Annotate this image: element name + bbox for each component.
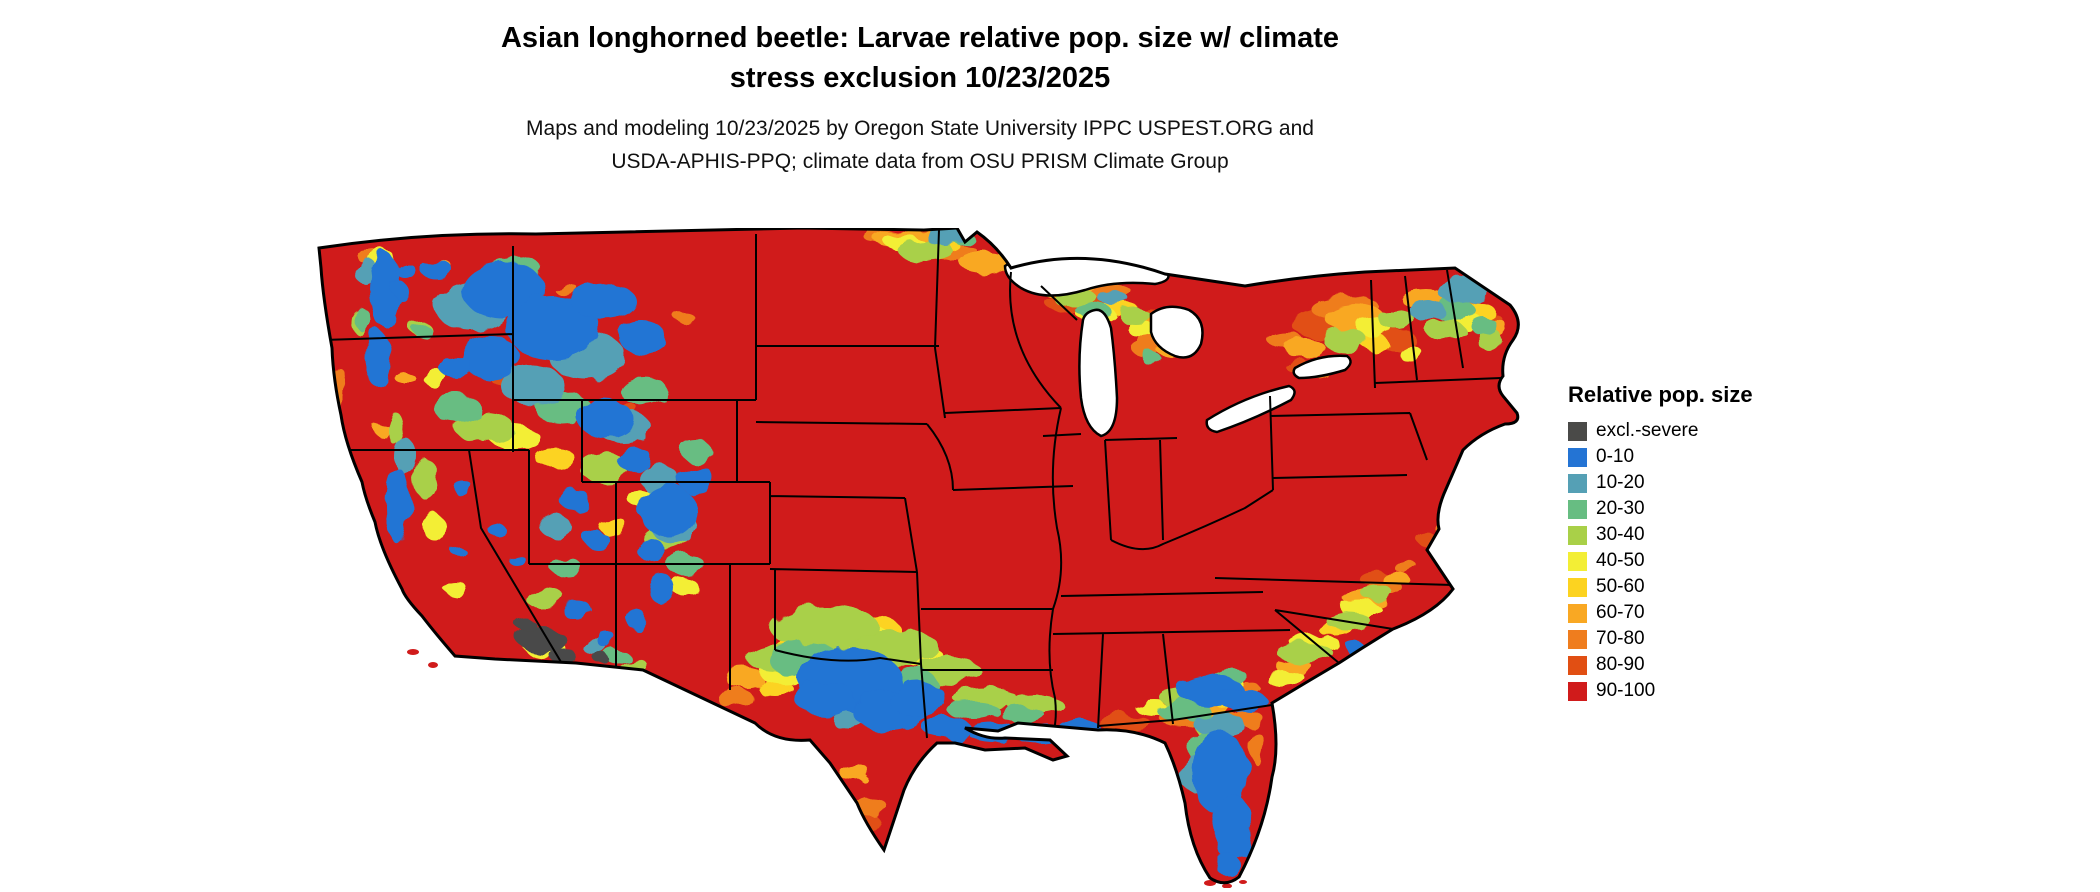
legend-item-label: 40-50	[1596, 550, 1645, 571]
map-title-line2: stress exclusion 10/23/2025	[729, 62, 1111, 94]
legend-swatch	[1568, 499, 1587, 519]
legend-title: Relative pop. size	[1568, 382, 1753, 407]
legend: Relative pop. size excl.-severe 0-10 10-…	[1568, 382, 1753, 704]
raster-layer-0-10	[364, 252, 1367, 876]
lake-huron	[1149, 305, 1204, 359]
legend-item: 20-30	[1568, 496, 1753, 522]
legend-swatch	[1568, 577, 1587, 597]
legend-swatch	[1568, 447, 1587, 467]
legend-item-label: excl.-severe	[1596, 420, 1699, 441]
legend-item-label: 60-70	[1596, 602, 1645, 623]
legend-item-label: 10-20	[1596, 472, 1645, 493]
map-subtitle: Maps and modeling 10/23/2025 by Oregon S…	[320, 112, 1520, 178]
legend-swatch	[1568, 655, 1587, 675]
legend-item: 70-80	[1568, 626, 1753, 652]
legend-item: 90-100	[1568, 678, 1753, 704]
map-title-line1: Asian longhorned beetle: Larvae relative…	[500, 22, 1340, 54]
offshore-islands	[407, 649, 1247, 889]
us-map	[317, 226, 1520, 889]
legend-item: 0-10	[1568, 444, 1753, 470]
legend-item-label: 50-60	[1596, 576, 1645, 597]
raster-layer-excl-severe	[517, 620, 609, 664]
legend-item-label: 20-30	[1596, 498, 1645, 519]
legend-swatch	[1568, 421, 1587, 441]
legend-item-label: 0-10	[1596, 446, 1635, 467]
legend-item-label: 80-90	[1596, 654, 1645, 675]
lake-erie	[1205, 384, 1296, 434]
legend-item: 80-90	[1568, 652, 1753, 678]
legend-swatch	[1568, 681, 1587, 701]
legend-swatch	[1568, 629, 1587, 649]
legend-item: 40-50	[1568, 548, 1753, 574]
map-subtitle-line2: USDA-APHIS-PPQ; climate data from OSU PR…	[611, 150, 1229, 173]
us-map-container	[305, 226, 1535, 889]
legend-item: 60-70	[1568, 600, 1753, 626]
legend-item: excl.-severe	[1568, 418, 1753, 444]
lake-michigan	[1078, 308, 1119, 438]
map-subtitle-line1: Maps and modeling 10/23/2025 by Oregon S…	[526, 117, 1314, 140]
lake-ontario	[1292, 354, 1352, 380]
legend-item: 10-20	[1568, 470, 1753, 496]
header: Asian longhorned beetle: Larvae relative…	[320, 18, 1520, 178]
legend-item: 50-60	[1568, 574, 1753, 600]
legend-item: 30-40	[1568, 522, 1753, 548]
legend-swatch	[1568, 551, 1587, 571]
legend-item-label: 30-40	[1596, 524, 1645, 545]
legend-item-label: 70-80	[1596, 628, 1645, 649]
legend-swatch	[1568, 525, 1587, 545]
legend-item-label: 90-100	[1596, 680, 1656, 701]
legend-swatch	[1568, 603, 1587, 623]
legend-swatch	[1568, 473, 1587, 493]
state-borders	[322, 229, 1502, 741]
